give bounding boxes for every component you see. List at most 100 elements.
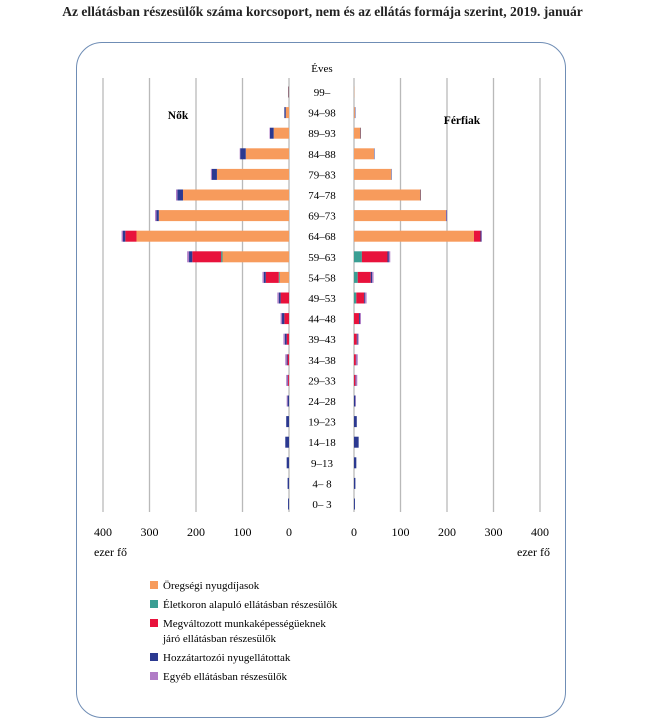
center-axis-label: Éves (311, 63, 332, 75)
bar-women-44–48-series-3 (282, 313, 284, 324)
bar-men-14–18-series-3 (354, 437, 359, 448)
bar-men-59–63-series-3 (387, 251, 388, 262)
bar-women-79–83-series-0 (217, 169, 289, 180)
x-tick-label-left: 200 (187, 525, 205, 539)
bar-women-59–63-series-0 (223, 251, 289, 262)
age-group-label: 94–98 (308, 108, 336, 120)
bar-women-69–73-series-4 (155, 210, 156, 221)
legend-label: Életkoron alapuló ellátásban részesülők (163, 599, 338, 611)
legend-swatch (150, 619, 158, 627)
bar-men-39–43-series-4 (358, 334, 359, 345)
legend-label: Egyéb ellátásban részesülők (163, 671, 288, 683)
age-group-label: 14–18 (308, 437, 336, 449)
age-group-label: 29–33 (308, 375, 336, 387)
bar-women-54–58-series-4 (262, 272, 263, 283)
age-group-label: 39–43 (308, 334, 336, 346)
unit-label-left: ezer fő (94, 545, 127, 559)
bar-women-14–18-series-3 (285, 437, 289, 448)
x-tick-label-left: 400 (94, 525, 112, 539)
bar-women-39–43-series-4 (283, 334, 284, 345)
age-group-label: 84–88 (308, 149, 336, 161)
age-group-label: 0– 3 (312, 499, 332, 511)
bar-women-89–93-series-3 (270, 128, 274, 139)
bar-men-39–43-series-2 (354, 334, 357, 345)
bar-men-49–53-series-4 (365, 293, 366, 304)
bar-women-59–63-series-2 (192, 251, 221, 262)
bar-men-54–58-series-3 (371, 272, 372, 283)
age-group-label: 19–23 (308, 417, 336, 429)
bar-men-89–93-series-0 (354, 128, 361, 139)
bar-women-64–68-series-3 (123, 231, 125, 242)
legend-swatch (150, 581, 158, 589)
x-tick-label-left: 300 (141, 525, 159, 539)
bar-women-84–88-series-3 (240, 148, 246, 159)
age-group-label: 24–28 (308, 396, 336, 408)
age-group-label: 74–78 (308, 190, 336, 202)
bar-women-94–98-series-0 (286, 107, 289, 118)
bar-women-54–58-series-1 (279, 272, 280, 283)
bar-women-49–53-series-2 (281, 293, 289, 304)
bar-men-74–78-series-0 (354, 190, 420, 201)
men-panel-label: Férfiak (444, 115, 481, 127)
bar-men-69–73-series-0 (354, 210, 446, 221)
age-group-label: 99– (314, 87, 331, 99)
legend-label: járó ellátásban részesülők (162, 633, 277, 645)
bar-men-44–48-series-3 (359, 313, 360, 324)
bar-men-9–13-series-3 (354, 457, 356, 468)
bar-women-89–93-series-0 (274, 128, 289, 139)
bar-women-44–48-series-4 (281, 313, 282, 324)
bar-women-29–33-series-4 (286, 375, 287, 386)
bar-men-64–68-series-2 (474, 231, 481, 242)
bar-men-29–33-series-2 (354, 375, 355, 386)
legend-label: Öregségi nyugdíjasok (163, 580, 260, 592)
bar-women-94–98-series-3 (284, 107, 285, 118)
legend-label: Megváltozott munkaképességüeknek (163, 618, 326, 630)
bar-men-59–63-series-1 (354, 251, 362, 262)
bar-women-34–38-series-2 (288, 354, 289, 365)
bar-men-49–53-series-2 (356, 293, 364, 304)
bar-men-49–53-series-1 (354, 293, 356, 304)
bar-men-24–28-series-3 (354, 396, 355, 407)
women-panel-label: Nők (168, 110, 189, 122)
age-group-label: 9–13 (311, 458, 334, 470)
bar-women-84–88-series-0 (246, 148, 289, 159)
age-group-label: 89–93 (308, 128, 336, 140)
bar-women-74–78-series-4 (176, 190, 177, 201)
bar-men-84–88-series-0 (354, 148, 374, 159)
bar-women-69–73-series-3 (156, 210, 158, 221)
bar-men-54–58-series-1 (354, 272, 358, 283)
bar-women-0– 3-series-3 (288, 499, 289, 510)
bar-women-39–43-series-3 (285, 334, 287, 345)
age-group-label: 44–48 (308, 314, 336, 326)
x-tick-label-right: 300 (485, 525, 503, 539)
bar-men-0– 3-series-3 (354, 499, 355, 510)
bar-women-64–68-series-4 (122, 231, 123, 242)
bar-women-79–83-series-4 (211, 169, 212, 180)
bar-men-54–58-series-2 (358, 272, 371, 283)
bar-women-9–13-series-3 (287, 457, 289, 468)
bar-women-49–53-series-4 (277, 293, 278, 304)
bar-women-34–38-series-4 (285, 354, 286, 365)
x-tick-label-right: 400 (531, 525, 549, 539)
bar-men-49–53-series-3 (364, 293, 365, 304)
bar-men-79–83-series-0 (354, 169, 391, 180)
bar-women-64–68-series-2 (125, 231, 136, 242)
bar-women-39–43-series-2 (287, 334, 289, 345)
bar-men-19–23-series-3 (354, 416, 357, 427)
bar-women-59–63-series-3 (189, 251, 192, 262)
unit-label-right: ezer fő (517, 545, 550, 559)
age-group-label: 54–58 (308, 272, 336, 284)
bar-women-19–23-series-3 (286, 416, 289, 427)
age-group-label: 34–38 (308, 355, 336, 367)
bar-women-34–38-series-3 (287, 354, 288, 365)
legend-swatch (150, 672, 158, 680)
bar-men-44–48-series-4 (360, 313, 361, 324)
x-tick-label-right: 0 (351, 525, 357, 539)
bar-men-34–38-series-2 (354, 354, 356, 365)
x-tick-label-right: 100 (392, 525, 410, 539)
bar-men-44–48-series-2 (354, 313, 359, 324)
bar-men-39–43-series-3 (357, 334, 358, 345)
bar-women-44–48-series-2 (284, 313, 289, 324)
bar-men-29–33-series-4 (356, 375, 357, 386)
